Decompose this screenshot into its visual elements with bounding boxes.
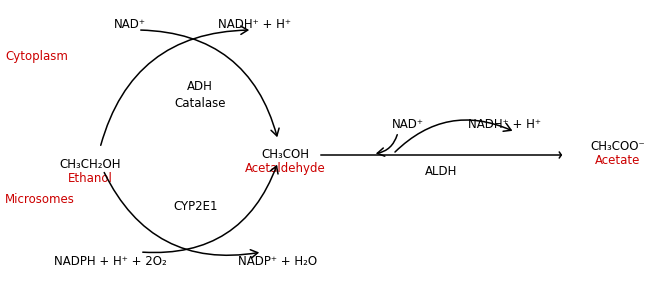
- Text: NADPH + H⁺ + 2O₂: NADPH + H⁺ + 2O₂: [54, 255, 167, 268]
- Text: Acetate: Acetate: [596, 154, 641, 167]
- Text: NAD⁺: NAD⁺: [392, 118, 424, 131]
- FancyArrowPatch shape: [100, 26, 248, 145]
- Text: NADP⁺ + H₂O: NADP⁺ + H₂O: [239, 255, 317, 268]
- Text: CH₃CH₂OH: CH₃CH₂OH: [59, 158, 121, 171]
- Text: CH₃COO⁻: CH₃COO⁻: [591, 140, 645, 153]
- Text: Microsomes: Microsomes: [5, 193, 75, 206]
- FancyArrowPatch shape: [377, 135, 397, 156]
- Text: Cytoplasm: Cytoplasm: [5, 50, 68, 63]
- Text: ADH
Catalase: ADH Catalase: [175, 80, 226, 110]
- FancyArrowPatch shape: [143, 166, 278, 253]
- Text: Acetaldehyde: Acetaldehyde: [245, 162, 325, 175]
- Text: CYP2E1: CYP2E1: [174, 200, 218, 213]
- Text: NADH⁺ + H⁺: NADH⁺ + H⁺: [219, 18, 292, 31]
- Text: Ethanol: Ethanol: [67, 172, 112, 185]
- FancyArrowPatch shape: [104, 173, 258, 258]
- Text: NAD⁺: NAD⁺: [114, 18, 146, 31]
- FancyArrowPatch shape: [141, 30, 279, 136]
- Text: ALDH: ALDH: [425, 165, 457, 178]
- Text: CH₃COH: CH₃COH: [261, 148, 309, 161]
- FancyArrowPatch shape: [395, 120, 511, 152]
- Text: NADH⁺ + H⁺: NADH⁺ + H⁺: [469, 118, 541, 131]
